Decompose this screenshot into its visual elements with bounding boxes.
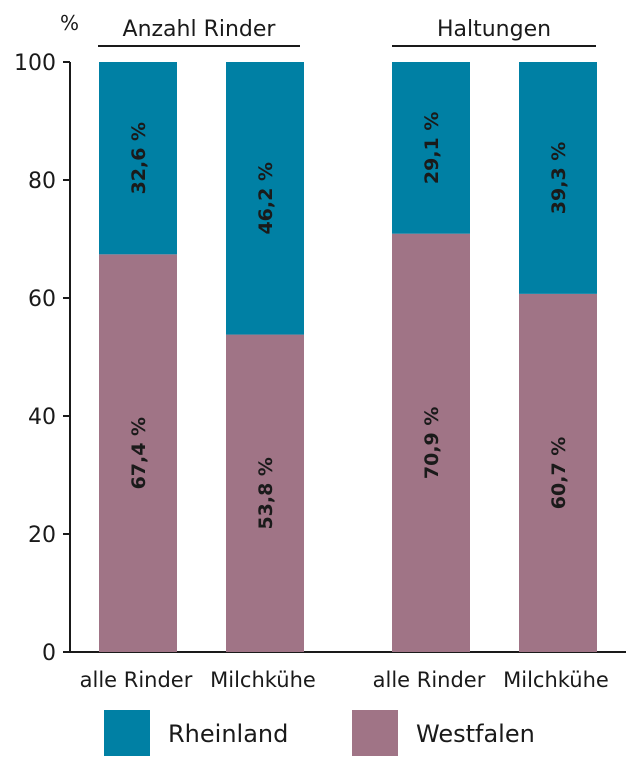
bar-segment-westfalen	[99, 254, 177, 652]
bars: 67,4 % 32,6 % 53,8 % 46,2 % 70,9 % 29,1 % 60,7…	[99, 62, 597, 652]
bar-value-label: 67,4 %	[128, 417, 150, 490]
y-tick-label: 100	[14, 51, 56, 76]
y-axis-unit-label: %	[60, 11, 79, 35]
bar-segment-westfalen	[519, 293, 597, 652]
bar-value-label: 29,1 %	[421, 112, 443, 185]
legend-swatch-westfalen	[352, 710, 398, 756]
group-headers: Anzahl Rinder Haltungen	[98, 17, 596, 47]
x-category-label: Milchkühe	[210, 668, 316, 692]
bar-segment-westfalen	[226, 334, 304, 652]
legend: Rheinland Westfalen	[104, 710, 535, 756]
bar-value-label: 39,3 %	[548, 142, 570, 215]
bar-value-label: 46,2 %	[255, 162, 277, 235]
x-category-label: alle Rinder	[373, 668, 486, 692]
y-tick-label: 80	[28, 169, 56, 194]
bar-segment-rheinland	[226, 62, 304, 335]
category-labels: alle Rinder Milchkühe alle Rinder Milchkühe	[80, 668, 609, 692]
bar-value-label: 70,9 %	[421, 407, 443, 480]
bar-value-label: 60,7 %	[548, 437, 570, 510]
group-header-label: Anzahl Rinder	[123, 17, 277, 42]
y-tick-label: 0	[42, 641, 56, 666]
y-tick-label: 40	[28, 405, 56, 430]
bar-segment-rheinland	[392, 62, 470, 234]
x-category-label: alle Rinder	[80, 668, 193, 692]
bar-segment-rheinland	[99, 62, 177, 255]
bar-segment-rheinland	[519, 62, 597, 294]
y-tick-label: 60	[28, 287, 56, 312]
legend-swatch-rheinland	[104, 710, 150, 756]
bar-value-label: 32,6 %	[128, 122, 150, 195]
y-tick-label: 20	[28, 523, 56, 548]
x-category-label: Milchkühe	[503, 668, 609, 692]
group-header-label: Haltungen	[437, 17, 551, 42]
bar-segment-westfalen	[392, 233, 470, 652]
bar-value-label: 53,8 %	[255, 457, 277, 530]
legend-label: Westfalen	[416, 720, 535, 748]
legend-label: Rheinland	[168, 720, 288, 748]
